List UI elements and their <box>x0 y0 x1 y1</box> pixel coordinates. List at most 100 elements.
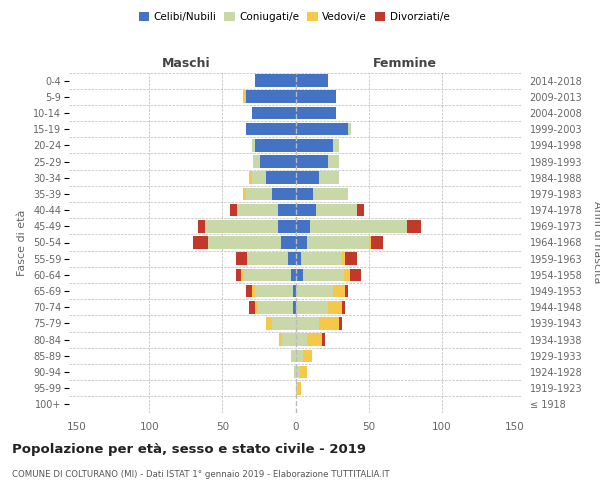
Bar <box>340 317 342 330</box>
Bar <box>319 317 340 330</box>
Bar <box>208 236 281 249</box>
Bar <box>251 285 254 298</box>
Bar <box>350 268 361 281</box>
Bar <box>246 90 296 103</box>
Bar <box>296 366 300 378</box>
Bar <box>246 123 296 136</box>
Bar <box>266 317 272 330</box>
Bar <box>281 236 296 249</box>
Bar <box>278 220 296 232</box>
Bar <box>342 252 345 265</box>
Bar <box>251 139 254 151</box>
Bar <box>230 204 237 216</box>
Bar <box>296 74 328 87</box>
Bar <box>246 188 272 200</box>
Bar <box>254 74 296 87</box>
Bar <box>345 252 357 265</box>
Bar <box>296 301 328 314</box>
Bar <box>301 252 342 265</box>
Bar <box>247 252 288 265</box>
Text: Maschi: Maschi <box>161 57 210 70</box>
Bar <box>280 334 283 346</box>
Bar <box>296 334 307 346</box>
Bar <box>371 236 383 249</box>
Bar <box>328 301 342 314</box>
Bar <box>243 188 246 200</box>
Bar <box>296 382 298 394</box>
Bar <box>193 236 208 249</box>
Bar <box>296 236 307 249</box>
Bar <box>243 90 246 103</box>
Bar <box>278 204 296 216</box>
Bar <box>291 268 296 281</box>
Bar <box>246 285 251 298</box>
Bar <box>251 172 266 184</box>
Bar <box>254 301 257 314</box>
Bar <box>251 106 296 120</box>
Bar <box>296 220 310 232</box>
Bar <box>272 188 296 200</box>
Bar <box>296 123 348 136</box>
Bar <box>283 334 296 346</box>
Bar <box>303 268 344 281</box>
Bar <box>319 172 340 184</box>
Bar <box>236 268 241 281</box>
Bar <box>241 268 244 281</box>
Bar <box>266 172 296 184</box>
Bar <box>307 334 322 346</box>
Bar <box>310 220 407 232</box>
Text: COMUNE DI COLTURANO (MI) - Dati ISTAT 1° gennaio 2019 - Elaborazione TUTTITALIA.: COMUNE DI COLTURANO (MI) - Dati ISTAT 1°… <box>12 470 389 479</box>
Bar <box>344 268 350 281</box>
Bar <box>272 317 296 330</box>
Legend: Celibi/Nubili, Coniugati/e, Vedovi/e, Divorziati/e: Celibi/Nubili, Coniugati/e, Vedovi/e, Di… <box>134 8 454 26</box>
Bar <box>236 252 247 265</box>
Bar <box>294 366 296 378</box>
Bar <box>253 155 260 168</box>
Bar <box>296 252 301 265</box>
Bar <box>197 220 205 232</box>
Bar <box>298 382 301 394</box>
Bar <box>254 285 293 298</box>
Bar <box>293 285 296 298</box>
Bar <box>296 188 313 200</box>
Bar <box>357 204 364 216</box>
Bar <box>368 236 371 249</box>
Bar <box>334 285 345 298</box>
Bar <box>296 204 316 216</box>
Bar <box>296 172 319 184</box>
Bar <box>296 317 319 330</box>
Bar <box>249 172 251 184</box>
Bar <box>334 139 340 151</box>
Bar <box>313 188 348 200</box>
Bar <box>244 268 291 281</box>
Bar <box>303 350 311 362</box>
Y-axis label: Anni di nascita: Anni di nascita <box>592 201 600 283</box>
Bar <box>296 90 337 103</box>
Bar <box>260 155 296 168</box>
Bar <box>300 366 307 378</box>
Bar <box>296 155 328 168</box>
Bar <box>205 220 278 232</box>
Bar <box>296 350 303 362</box>
Bar <box>249 301 254 314</box>
Bar <box>257 301 293 314</box>
Bar <box>316 204 357 216</box>
Bar <box>296 285 334 298</box>
Bar <box>293 301 296 314</box>
Bar <box>237 204 278 216</box>
Bar <box>328 155 340 168</box>
Bar <box>322 334 325 346</box>
Bar <box>348 123 351 136</box>
Text: Femmine: Femmine <box>373 57 437 70</box>
Y-axis label: Fasce di età: Fasce di età <box>17 210 28 276</box>
Bar <box>407 220 421 232</box>
Bar <box>345 285 348 298</box>
Bar <box>307 236 368 249</box>
Bar <box>296 106 337 120</box>
Bar <box>291 350 296 362</box>
Bar <box>296 139 334 151</box>
Bar <box>342 301 345 314</box>
Text: Popolazione per età, sesso e stato civile - 2019: Popolazione per età, sesso e stato civil… <box>12 442 366 456</box>
Bar <box>296 268 303 281</box>
Bar <box>288 252 296 265</box>
